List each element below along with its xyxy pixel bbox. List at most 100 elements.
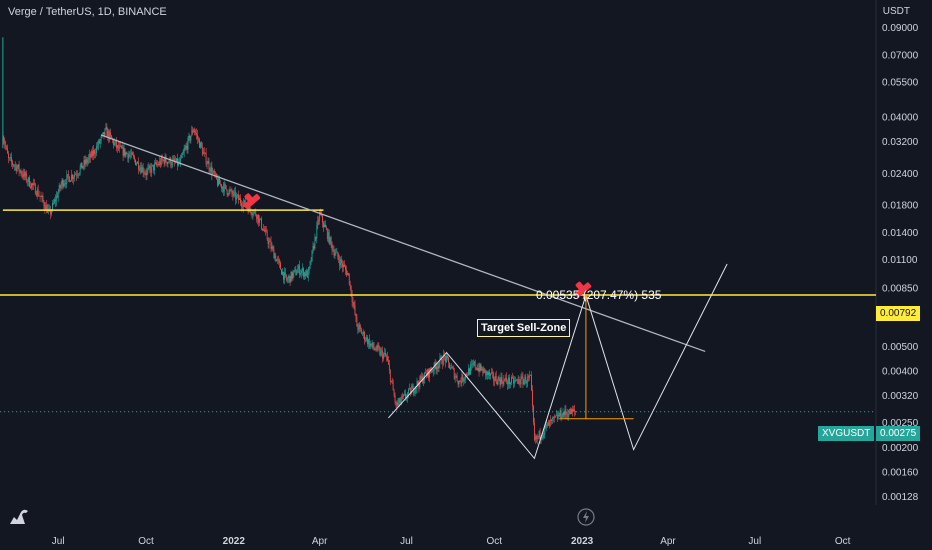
candle-body — [336, 251, 338, 253]
candle-body — [192, 130, 194, 133]
candle-body — [512, 377, 513, 378]
candle-body — [70, 180, 72, 182]
candle-body — [45, 204, 47, 210]
candle-body — [370, 343, 372, 346]
tradingview-logo-icon[interactable] — [8, 504, 32, 528]
candle-body — [118, 145, 120, 149]
y-tick-label: 0.04000 — [882, 112, 919, 123]
candle-body — [537, 436, 539, 437]
candle-body — [326, 229, 328, 240]
candle-body — [303, 268, 304, 277]
candle-body — [212, 171, 214, 175]
candle-body — [471, 363, 473, 365]
candle-body — [396, 402, 398, 406]
candle-body — [75, 174, 77, 176]
candle-body — [241, 206, 243, 208]
drawings[interactable] — [0, 134, 876, 460]
candle-body — [61, 179, 63, 185]
candle-body — [15, 165, 17, 172]
candle-body — [104, 128, 106, 136]
candle-body — [199, 139, 200, 148]
candle-body — [122, 146, 124, 156]
candle-body — [501, 377, 503, 382]
candle-body — [493, 380, 495, 381]
candle-body — [529, 375, 531, 378]
candle-body — [482, 368, 484, 374]
candle-body — [429, 368, 431, 372]
candle-body — [346, 273, 348, 276]
candle-body — [215, 173, 217, 175]
candle-body — [140, 167, 142, 173]
candle-body — [533, 405, 534, 423]
candle-body — [552, 418, 553, 420]
measure-label: 0.00535 (207.47%) 535 — [536, 288, 662, 302]
candle-body — [507, 382, 509, 385]
candle-body — [524, 376, 526, 381]
candle-body — [268, 241, 270, 244]
candle-body — [399, 398, 401, 404]
x-tick-label: Oct — [835, 536, 851, 547]
candle-body — [38, 195, 40, 197]
candle-body — [345, 266, 346, 270]
candle-body — [468, 368, 469, 376]
candle-body — [67, 174, 69, 176]
candle-body — [456, 375, 458, 382]
candle-body — [55, 195, 57, 202]
candle-body — [69, 176, 71, 182]
candle-body — [187, 137, 189, 150]
candle-body — [280, 262, 281, 270]
candle-body — [438, 363, 440, 368]
candle-body — [339, 260, 341, 266]
candle-body — [572, 409, 573, 412]
candle-body — [258, 214, 260, 223]
candle-body — [546, 424, 548, 426]
candle-body — [51, 210, 52, 215]
candle-body — [368, 339, 370, 347]
candle-body — [46, 204, 48, 213]
candle-body — [189, 135, 191, 141]
candle-body — [489, 371, 490, 376]
candle-body — [238, 194, 239, 200]
candle-body — [342, 263, 343, 268]
candle-body — [241, 202, 242, 207]
candle-body — [174, 158, 176, 162]
candle-body — [161, 157, 163, 161]
candle-body — [499, 379, 501, 385]
candle-body — [281, 269, 282, 275]
candle-body — [253, 211, 255, 215]
candle-body — [523, 380, 525, 385]
candle-body — [519, 383, 521, 385]
candle-body — [165, 156, 167, 162]
candle-body — [476, 368, 478, 371]
candle-body — [217, 178, 218, 186]
lightning-icon[interactable] — [577, 508, 595, 526]
candle-body — [294, 269, 296, 271]
candle-body — [91, 151, 93, 158]
candle-body — [257, 214, 259, 220]
candle-body — [196, 133, 197, 135]
candle-body — [366, 337, 367, 341]
candle-body — [549, 420, 551, 426]
candle-body — [318, 220, 320, 221]
candle-body — [454, 376, 456, 379]
candle-body — [363, 332, 364, 334]
candle-body — [398, 398, 400, 403]
y-tick-label: 0.09000 — [882, 23, 919, 34]
candle-body — [103, 132, 105, 136]
target-sell-zone-label: Target Sell-Zone — [477, 319, 571, 337]
candle-body — [202, 152, 204, 155]
candle-body — [308, 266, 310, 271]
candle-body — [348, 273, 350, 285]
candle-body — [52, 203, 53, 211]
candle-body — [328, 231, 330, 244]
candle-body — [450, 366, 452, 369]
candle-body — [473, 361, 475, 365]
candle-body — [321, 214, 322, 216]
candle-body — [78, 172, 80, 175]
candle-body — [201, 146, 203, 155]
candle-body — [244, 199, 246, 207]
candle-body — [463, 379, 465, 382]
candle-body — [330, 237, 332, 243]
candle-body — [230, 189, 232, 191]
